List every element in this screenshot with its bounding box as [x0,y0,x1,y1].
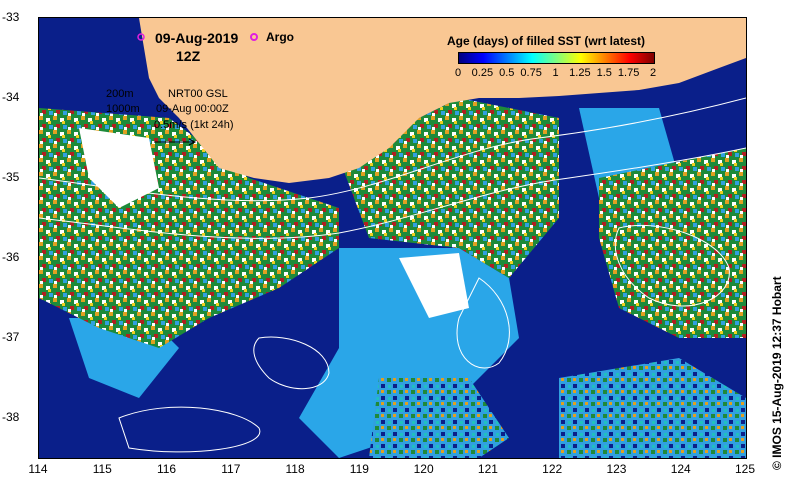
legend-tick-label: 0.25 [471,67,494,79]
argo-label: Argo [266,30,294,44]
legend-tick-label: 0 [454,67,462,79]
legend-title: Age (days) of filled SST (wrt latest) [447,34,646,48]
legend-tick-label: 1.75 [617,67,640,79]
legend-tick-label: 0.75 [520,67,542,79]
credit-text: © IMOS 15-Aug-2019 12:37 Hobart [770,276,784,470]
argo-legend-icon [250,33,258,41]
contour-1000m [39,147,746,239]
y-tick-label: -35 [2,170,20,184]
x-tick-label: 123 [606,462,627,476]
contour-eddy-1 [614,224,730,307]
contour-200m [39,97,746,202]
sst-region-mixed-south-central [369,378,509,458]
legend-tick-label: 2 [649,67,657,79]
x-tick-label: 125 [734,462,756,476]
legend-tick-label: 1.5 [596,67,612,79]
model-label: NRT00 GSL [168,88,228,100]
legend-tick-label: 1.25 [569,67,591,79]
contour-eddy-2 [253,336,330,390]
map-canvas [39,18,746,458]
x-tick-label: 117 [221,462,241,476]
y-tick-label: -37 [2,330,20,344]
sst-region-white-west [79,128,159,208]
sst-region-mixed-east [599,148,746,338]
x-tick-label: 116 [156,462,177,476]
map-hour: 12Z [176,48,201,64]
x-tick-label: 120 [413,462,434,476]
legend-tick-label: 0.5 [499,67,515,79]
x-tick-label: 121 [477,462,498,476]
x-tick-label: 122 [542,462,563,476]
x-tick-label: 119 [349,462,369,476]
contour-eddy-3 [118,406,261,453]
y-tick-label: -36 [2,250,20,264]
argo-float-marker [137,33,145,41]
y-tick-label: -38 [2,410,20,424]
x-tick-label: 114 [28,462,48,476]
contour-eddy-4 [456,277,510,369]
legend-tick-label: 1 [552,67,559,79]
sst-age-map [38,17,747,459]
map-date: 09-Aug-2019 [155,30,239,46]
contour-200-label: 200m [106,88,134,100]
x-tick-label: 115 [92,462,112,476]
sst-region-mixed-south [559,358,746,458]
valid-time-label: 09-Aug 00:00Z [156,103,229,115]
y-tick-label: -33 [2,10,20,24]
y-tick-label: -34 [2,90,20,104]
legend-colorbar [458,52,655,64]
sst-region-white-central [399,253,469,318]
x-tick-label: 124 [670,462,691,476]
velocity-scale-label: 0.5m/s (1kt 24h) [154,119,234,131]
contour-1000-label: 1000m [106,103,140,115]
x-tick-label: 118 [285,462,305,476]
